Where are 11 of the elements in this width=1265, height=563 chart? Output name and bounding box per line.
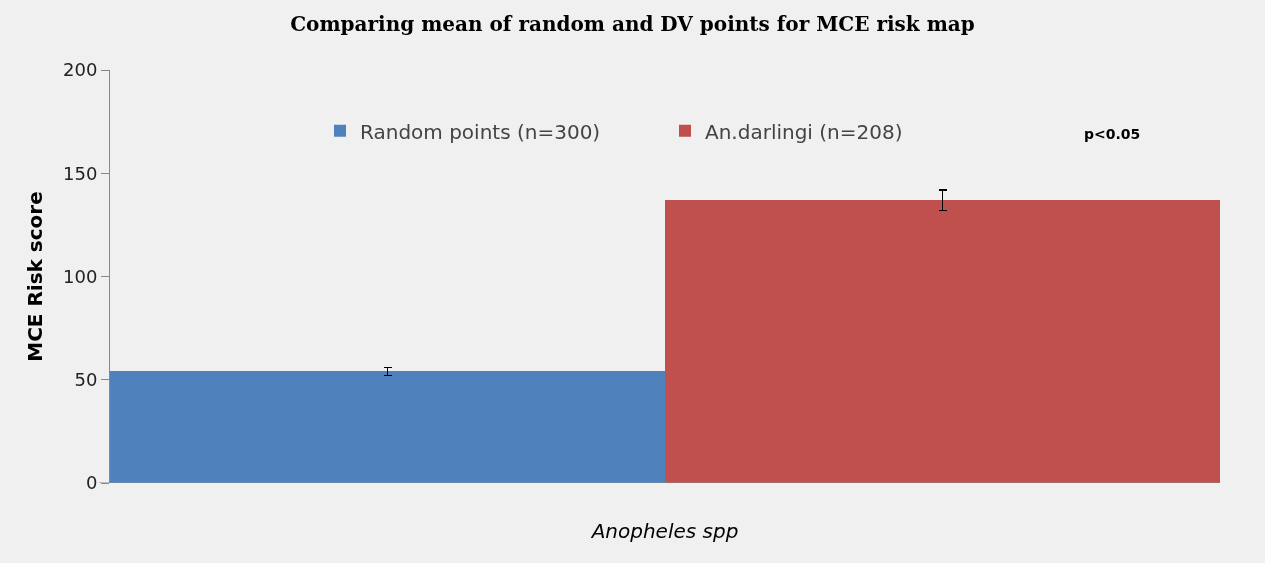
y-tick-label: 200 (63, 59, 98, 81)
y-axis-title: MCE Risk score (22, 191, 47, 362)
annotation: p<0.05 (1084, 126, 1141, 142)
y-tick-label: 0 (85, 472, 98, 494)
legend-label: An.darlingi (n=208) (705, 119, 903, 144)
y-tick-label: 100 (63, 265, 98, 287)
legend-label: Random points (n=300) (360, 119, 601, 144)
chart-title: Comparing mean of random and DV points for MCE risk map (290, 11, 975, 36)
y-tick-label: 50 (74, 369, 98, 391)
y-tick-label: 150 (63, 162, 98, 184)
x-axis-title: Anopheles spp (589, 518, 739, 543)
